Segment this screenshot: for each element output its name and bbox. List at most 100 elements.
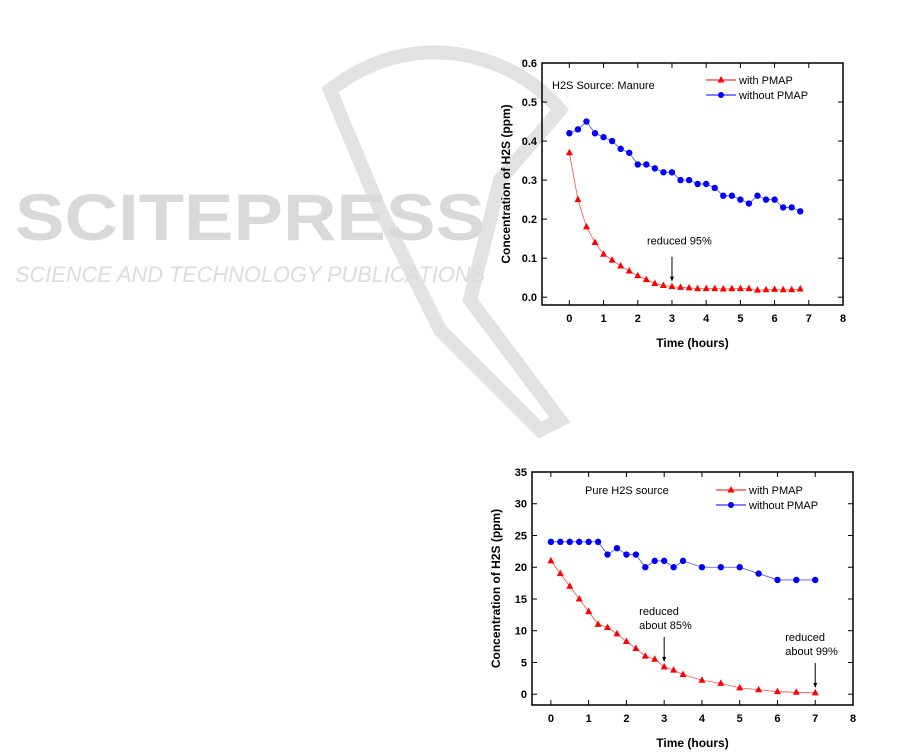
data-point: [576, 538, 583, 546]
x-tick-label: 5: [737, 713, 743, 725]
data-point: [755, 570, 762, 577]
data-point: [583, 118, 590, 125]
data-point: [604, 551, 611, 558]
data-point: [659, 281, 667, 288]
x-tick-label: 3: [661, 713, 667, 725]
data-point: [771, 285, 779, 292]
legend-label: without PMAP: [738, 90, 808, 102]
data-point: [762, 196, 770, 203]
data-point: [685, 176, 693, 184]
chart-manure: 0 1 2 3 4 5 6 7 8 0.0 0.1 0.2 0.3 0.4 0.5 0.6 Time (hour…: [499, 58, 846, 350]
x-tick-label: 0: [566, 313, 572, 325]
data-point: [745, 200, 753, 207]
series-line-with: [568, 152, 801, 291]
data-point: [679, 670, 687, 678]
data-point: [565, 148, 573, 156]
data-point: [566, 130, 573, 137]
annotation-arrowhead: [669, 276, 674, 282]
data-point: [608, 137, 616, 145]
data-point: [793, 576, 800, 584]
x-axis-label: Time (hours): [656, 736, 728, 750]
data-point: [604, 623, 612, 631]
data-point: [797, 208, 804, 215]
data-point: [585, 538, 592, 546]
data-point: [702, 180, 710, 188]
y-axis-label: Concentration of H2S (ppm): [499, 104, 513, 263]
watermark: SCITEPRESS SCIENCE AND TECHNOLOGY PUBLIC…: [15, 45, 571, 439]
data-point: [566, 538, 573, 546]
y-tick-label: 0.0: [522, 292, 537, 304]
data-point: [641, 652, 649, 659]
data-point: [600, 133, 607, 141]
x-tick-label: 1: [601, 313, 607, 325]
data-point: [668, 169, 676, 176]
data-point: [720, 192, 727, 199]
data-point: [632, 551, 640, 558]
data-point: [677, 176, 684, 184]
data-point: [651, 557, 658, 565]
legend-label: without PMAP: [748, 500, 818, 512]
y-tick-label: 15: [515, 594, 527, 606]
data-point: [660, 169, 667, 176]
data-point: [677, 283, 685, 290]
data-point: [591, 238, 599, 246]
y-tick-label: 25: [515, 530, 527, 542]
legend-marker: [727, 486, 735, 493]
data-point: [788, 204, 795, 211]
x-tick-label: 2: [635, 313, 641, 325]
data-point: [755, 685, 763, 693]
y-tick-label: 10: [515, 626, 527, 638]
y-tick-label: 5: [521, 657, 527, 669]
data-point: [617, 145, 624, 153]
data-point: [547, 556, 555, 564]
x-tick-label: 4: [699, 713, 706, 725]
legend-label: with PMAP: [738, 75, 793, 87]
data-point: [651, 165, 659, 172]
data-point: [728, 192, 736, 199]
series-line-without: [550, 541, 816, 581]
data-point: [670, 564, 677, 571]
x-axis-label: Time (hours): [656, 336, 728, 350]
y-tick-label: 35: [515, 467, 527, 479]
data-point: [574, 126, 582, 133]
data-point: [632, 644, 640, 651]
data-point: [719, 284, 727, 292]
annotation-arrowhead: [662, 656, 667, 662]
data-point: [643, 161, 650, 168]
data-point: [717, 564, 725, 571]
y-axis-label: Concentration of H2S (ppm): [489, 509, 503, 668]
annotation-text: about 85%: [639, 620, 692, 632]
data-point: [660, 662, 668, 670]
data-point: [622, 637, 630, 645]
x-tick-label: 8: [840, 313, 846, 325]
y-tick-label: 0.5: [522, 97, 537, 109]
data-point: [779, 285, 787, 293]
data-point: [613, 544, 621, 552]
data-point: [626, 149, 633, 156]
annotation-text: reduced: [785, 632, 825, 644]
plot-frame: [541, 62, 844, 306]
y-tick-label: 0.6: [522, 58, 537, 70]
x-tick-label: 1: [586, 713, 592, 725]
data-point: [792, 688, 800, 695]
legend-marker: [718, 92, 724, 98]
annotation-text: about 99%: [785, 646, 838, 658]
x-tick-label: 2: [623, 713, 629, 725]
series-line-without: [569, 120, 801, 212]
chart-pure: 0 1 2 3 4 5 6 7 8 0 5 10 15 20 25 30 35 Time (hours) Conce…: [489, 467, 856, 750]
data-point: [668, 282, 676, 290]
data-point: [728, 284, 736, 292]
data-point: [670, 666, 678, 673]
data-point: [679, 557, 687, 565]
y-tick-label: 0.1: [522, 253, 537, 265]
x-tick-label: 7: [806, 313, 812, 325]
legend-marker: [717, 76, 725, 83]
data-point: [811, 688, 819, 696]
data-point: [774, 576, 781, 584]
data-point: [796, 284, 804, 292]
legend-label: with PMAP: [748, 485, 803, 497]
y-tick-label: 20: [515, 562, 527, 574]
data-point: [762, 285, 770, 293]
data-point: [642, 275, 650, 283]
